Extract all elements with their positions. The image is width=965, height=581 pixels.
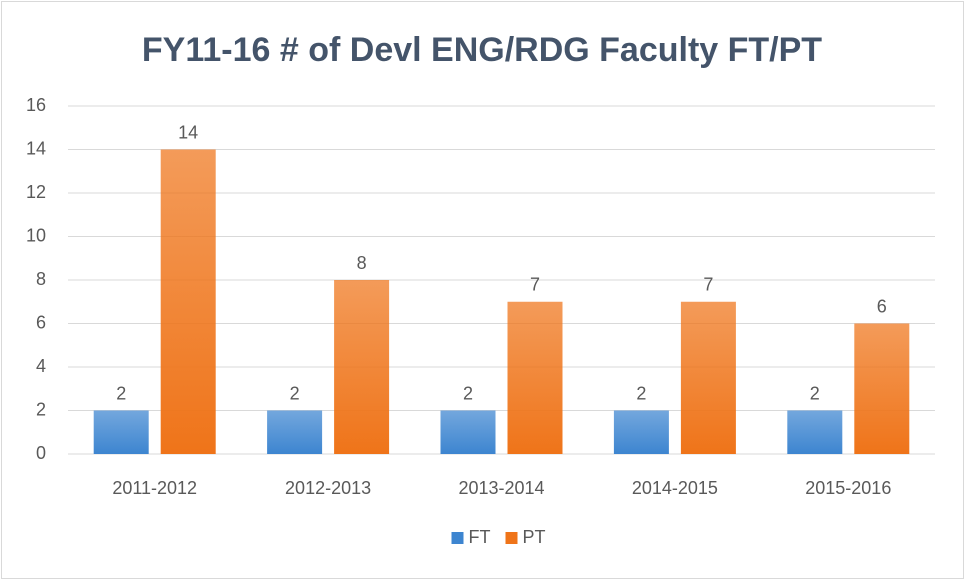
y-tick-label: 16 <box>26 95 46 115</box>
bar <box>787 410 843 454</box>
y-tick-label: 0 <box>36 443 46 463</box>
x-tick-label: 2015-2016 <box>805 478 891 498</box>
legend-swatch <box>505 532 518 544</box>
chart-title: FY11-16 # of Devl ENG/RDG Faculty FT/PT <box>142 31 822 69</box>
x-tick-label: 2011-2012 <box>112 478 197 498</box>
bar <box>93 410 149 454</box>
y-tick-label: 12 <box>26 182 46 202</box>
y-tick-label: 10 <box>26 225 46 245</box>
data-label: 2 <box>810 383 820 403</box>
data-label: 7 <box>703 275 713 295</box>
bar <box>507 301 563 454</box>
data-label: 14 <box>178 122 198 142</box>
data-label: 7 <box>530 275 540 295</box>
data-label: 2 <box>290 383 300 403</box>
legend-swatch <box>451 532 464 544</box>
y-tick-label: 8 <box>36 269 46 289</box>
bar <box>334 280 390 454</box>
y-tick-label: 14 <box>26 138 46 158</box>
y-tick-label: 2 <box>36 399 46 419</box>
data-label: 8 <box>357 253 367 273</box>
legend-label: FT <box>469 527 491 547</box>
data-label: 2 <box>116 383 126 403</box>
bar <box>267 410 323 454</box>
data-label: 2 <box>463 383 473 403</box>
bar <box>680 301 736 454</box>
y-tick-label: 4 <box>36 356 46 376</box>
bar <box>613 410 669 454</box>
bar <box>160 149 216 454</box>
x-tick-label: 2012-2013 <box>285 478 371 498</box>
x-tick-label: 2013-2014 <box>458 478 544 498</box>
bar <box>440 410 496 454</box>
data-label: 6 <box>877 296 887 316</box>
data-label: 2 <box>636 383 646 403</box>
bar <box>854 323 910 454</box>
y-tick-label: 6 <box>36 312 46 332</box>
x-tick-label: 2014-2015 <box>632 478 718 498</box>
legend-label: PT <box>523 527 546 547</box>
